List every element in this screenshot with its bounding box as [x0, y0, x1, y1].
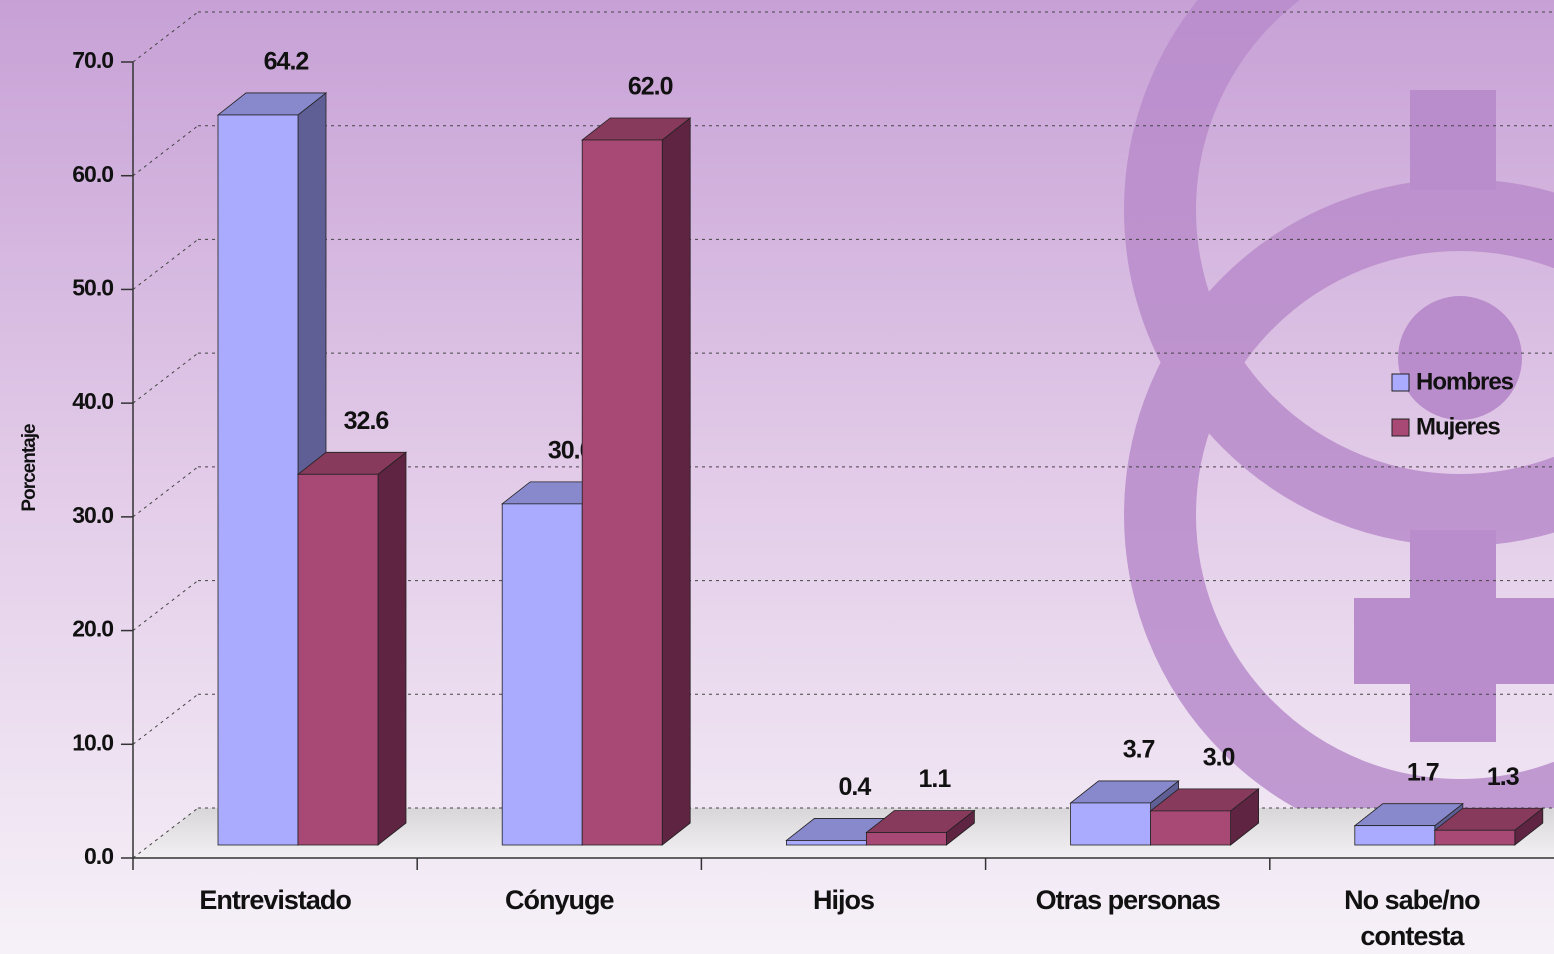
chart-page: Porcentaje 0.0 10.0 20.0 30.0 40.0 50.0 60.0 70…: [0, 0, 1554, 954]
value-label: 62.0: [628, 73, 673, 101]
y-tick-label: 20.0: [72, 616, 113, 642]
x-tick-label: Hijos: [729, 882, 959, 918]
bar: [218, 115, 298, 845]
bar: [1071, 803, 1151, 845]
y-tick-label: 30.0: [72, 502, 113, 528]
x-tick-label: No sabe/no contesta: [1297, 882, 1527, 954]
y-tick-label: 10.0: [72, 729, 113, 755]
bar: [298, 474, 378, 845]
chart: Porcentaje 0.0 10.0 20.0 30.0 40.0 50.0 60.0 70…: [0, 0, 1554, 954]
legend-label: Hombres: [1416, 368, 1514, 395]
value-label: 32.6: [344, 407, 389, 435]
bar: [582, 140, 662, 845]
bar: [1151, 811, 1231, 845]
legend-label: Mujeres: [1416, 413, 1500, 440]
legend-swatch: [1392, 419, 1409, 436]
y-tick-label: 40.0: [72, 388, 113, 414]
value-label: 3.7: [1123, 736, 1155, 764]
y-tick-label: 70.0: [72, 47, 113, 73]
value-label: 1.1: [919, 765, 952, 793]
bar: [1435, 830, 1515, 845]
x-tick-label: Entrevistado: [160, 882, 390, 918]
legend-swatch: [1392, 374, 1409, 391]
value-label: 64.2: [264, 48, 309, 76]
value-label: 1.7: [1407, 758, 1439, 786]
bar-side: [378, 452, 406, 845]
value-label: 0.4: [839, 773, 872, 801]
y-tick-label: 60.0: [72, 161, 113, 187]
value-label: 3.0: [1203, 743, 1235, 771]
x-tick-label: Otras personas: [1013, 882, 1243, 918]
bar: [866, 832, 946, 845]
y-axis-title: Porcentaje: [19, 424, 40, 512]
y-tick-label: 50.0: [72, 275, 113, 301]
bar-side: [662, 118, 690, 845]
bar: [786, 840, 866, 845]
y-tick-label: 0.0: [84, 843, 113, 869]
x-tick-label: Cónyuge: [444, 882, 674, 918]
bar: [502, 504, 582, 845]
value-label: 1.3: [1487, 763, 1519, 791]
bar: [1355, 826, 1435, 845]
